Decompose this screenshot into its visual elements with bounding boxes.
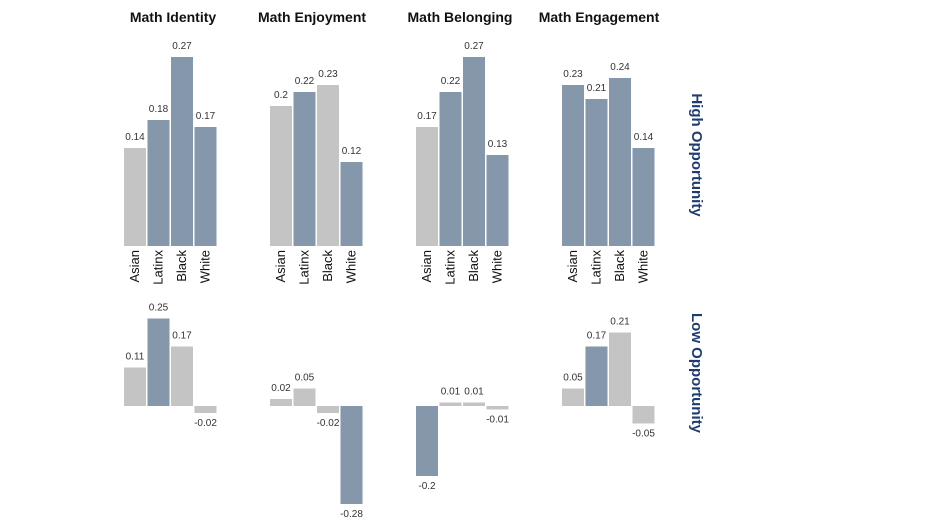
value-label: 0.23 bbox=[318, 69, 338, 80]
value-label: -0.02 bbox=[194, 418, 217, 429]
bar bbox=[632, 406, 655, 424]
bar bbox=[486, 406, 509, 410]
panel-titles: Math Identity Math Enjoyment Math Belongin… bbox=[130, 9, 660, 25]
panel-title: Math Belonging bbox=[408, 9, 513, 25]
value-label: 0.18 bbox=[149, 104, 169, 115]
value-label: 0.2 bbox=[274, 90, 288, 101]
value-label: 0.02 bbox=[271, 383, 291, 394]
row-label: High Opportunity bbox=[688, 93, 705, 217]
category-label: Black bbox=[466, 250, 481, 282]
value-label: 0.05 bbox=[295, 373, 315, 384]
bar bbox=[147, 120, 170, 246]
bar bbox=[463, 402, 485, 406]
value-label: 0.27 bbox=[172, 41, 192, 52]
category-label: Asian bbox=[419, 250, 434, 283]
bar bbox=[293, 388, 316, 406]
value-label: 0.17 bbox=[417, 111, 437, 122]
value-label: 0.01 bbox=[441, 387, 461, 398]
row-label: Low Opportunity bbox=[688, 313, 705, 434]
bar bbox=[439, 92, 462, 246]
category-label: Asian bbox=[565, 250, 580, 283]
value-label: 0.21 bbox=[587, 83, 607, 94]
bar bbox=[632, 148, 655, 246]
category-label: Latinx bbox=[151, 250, 166, 285]
bar bbox=[124, 367, 146, 406]
panel-title: Math Identity bbox=[130, 9, 217, 25]
bar bbox=[416, 127, 438, 246]
value-label: 0.27 bbox=[464, 41, 484, 52]
category-label: White bbox=[636, 250, 651, 283]
category-label: Latinx bbox=[297, 250, 312, 285]
category-label: Latinx bbox=[589, 250, 604, 285]
category-label: Black bbox=[320, 250, 335, 282]
category-label: Black bbox=[612, 250, 627, 282]
value-label: 0.14 bbox=[634, 132, 654, 143]
category-label: White bbox=[198, 250, 213, 283]
value-label: -0.05 bbox=[632, 429, 655, 440]
value-label: 0.22 bbox=[441, 76, 461, 87]
value-label: 0.13 bbox=[488, 139, 508, 150]
value-label: -0.28 bbox=[340, 509, 363, 520]
category-labels: Asian Latinx Black White Asian Latinx Black Whi… bbox=[127, 250, 651, 285]
bar bbox=[194, 406, 217, 413]
bar bbox=[416, 406, 438, 476]
bar bbox=[340, 406, 363, 504]
bar bbox=[463, 57, 485, 246]
bar bbox=[317, 406, 339, 413]
bar bbox=[562, 85, 584, 246]
bar bbox=[585, 346, 608, 406]
bar bbox=[439, 402, 462, 406]
bar bbox=[585, 99, 608, 246]
value-label: 0.14 bbox=[125, 132, 145, 143]
category-label: Asian bbox=[273, 250, 288, 283]
value-label: 0.17 bbox=[196, 111, 216, 122]
bar bbox=[609, 332, 631, 406]
category-label: Latinx bbox=[443, 250, 458, 285]
bar bbox=[194, 127, 217, 246]
value-label: -0.01 bbox=[486, 415, 509, 426]
bar bbox=[124, 148, 146, 246]
value-label: 0.01 bbox=[464, 387, 484, 398]
bar bbox=[147, 318, 170, 406]
value-label: 0.21 bbox=[610, 317, 630, 328]
bar bbox=[171, 346, 193, 406]
category-label: White bbox=[490, 250, 505, 283]
bar bbox=[270, 399, 292, 406]
bar bbox=[486, 155, 509, 246]
category-label: White bbox=[344, 250, 359, 283]
bar bbox=[562, 388, 584, 406]
value-label: 0.17 bbox=[172, 331, 192, 342]
value-label: 0.22 bbox=[295, 76, 315, 87]
value-label: 0.17 bbox=[587, 331, 607, 342]
value-label: 0.12 bbox=[342, 146, 362, 157]
value-labels: 0.140.180.270.170.20.220.230.120.170.220… bbox=[125, 41, 655, 520]
row-labels: High Opportunity Low Opportunity bbox=[688, 93, 705, 433]
value-label: 0.25 bbox=[149, 303, 169, 314]
bar bbox=[317, 85, 339, 246]
value-label: 0.05 bbox=[563, 373, 583, 384]
bar bbox=[270, 106, 292, 246]
bar bbox=[293, 92, 316, 246]
value-label: 0.24 bbox=[610, 62, 630, 73]
bars bbox=[124, 57, 655, 504]
bar bbox=[609, 78, 631, 246]
bar bbox=[340, 162, 363, 246]
value-label: 0.11 bbox=[126, 352, 145, 363]
value-label: -0.2 bbox=[418, 481, 436, 492]
category-label: Asian bbox=[127, 250, 142, 283]
bar bbox=[171, 57, 193, 246]
panel-title: Math Enjoyment bbox=[258, 9, 366, 25]
value-label: -0.02 bbox=[317, 418, 340, 429]
value-label: 0.23 bbox=[563, 69, 583, 80]
category-label: Black bbox=[174, 250, 189, 282]
panel-title: Math Engagement bbox=[539, 9, 660, 25]
